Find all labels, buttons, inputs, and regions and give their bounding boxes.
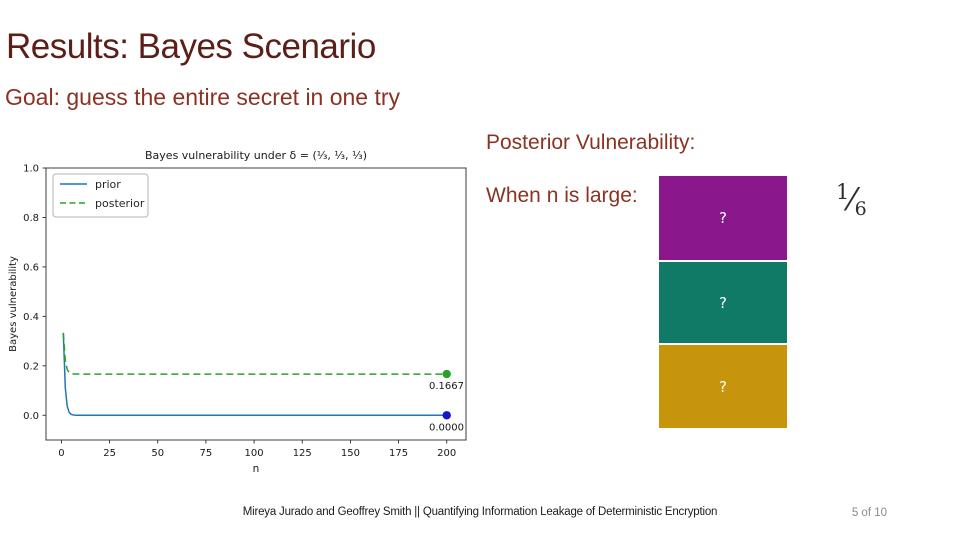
fraction-slash: ⁄ (849, 182, 855, 218)
gold-box: ? (659, 345, 787, 428)
chart-svg: 0 25 50 75 100 125 150 175 200 0.0 0.2 0.4 0.6 0.8 1.0… (8, 149, 467, 475)
purple-box: ? (659, 176, 787, 260)
svg-text:150: 150 (341, 448, 360, 459)
svg-text:prior: prior (95, 178, 121, 191)
svg-text:0.0: 0.0 (23, 411, 39, 422)
svg-text:posterior: posterior (95, 197, 145, 210)
svg-text:Bayes vulnerability under δ =: Bayes vulnerability under δ = (¹⁄₃, ¹⁄₃,… (145, 149, 367, 162)
page-number: 5 of 10 (851, 507, 887, 519)
svg-text:175: 175 (389, 448, 408, 459)
svg-text:0.4: 0.4 (23, 312, 39, 323)
fraction-numerator: 1 (836, 180, 850, 204)
svg-text:n: n (253, 463, 260, 475)
question-mark: ? (719, 209, 727, 227)
svg-text:50: 50 (151, 448, 164, 459)
svg-text:200: 200 (437, 448, 456, 459)
when-n-large-heading: When n is large: (486, 184, 638, 207)
svg-text:0.6: 0.6 (23, 262, 39, 273)
svg-text:0: 0 (58, 448, 64, 459)
svg-text:1.0: 1.0 (23, 164, 39, 175)
svg-text:0.2: 0.2 (23, 361, 39, 372)
question-mark: ? (719, 293, 727, 312)
svg-text:100: 100 (245, 448, 264, 459)
bayes-vulnerability-chart: 0 25 50 75 100 125 150 175 200 0.0 0.2 0.4 0.6 0.8 1.0… (8, 145, 470, 485)
secret-boxes: ? ? ? (659, 176, 787, 428)
svg-text:75: 75 (200, 448, 213, 459)
question-mark: ? (719, 377, 727, 396)
footer-credit: Mireya Jurado and Geoffrey Smith || Quan… (242, 506, 718, 518)
posterior-vulnerability-heading: Posterior Vulnerability: (486, 131, 696, 154)
svg-text:Bayes vulnerability: Bayes vulnerability (8, 256, 19, 352)
svg-text:0.1667: 0.1667 (429, 381, 464, 392)
teal-box: ? (659, 262, 787, 343)
fraction-denominator: 6 (854, 198, 867, 220)
one-sixth-fraction: 1⁄6 (836, 180, 867, 220)
svg-text:0.8: 0.8 (23, 213, 39, 224)
svg-text:125: 125 (293, 448, 312, 459)
svg-text:0.0000: 0.0000 (429, 422, 464, 433)
goal-subtitle: Goal: guess the entire secret in one try (5, 84, 401, 110)
page-title: Results: Bayes Scenario (6, 27, 376, 67)
svg-text:25: 25 (103, 448, 116, 459)
